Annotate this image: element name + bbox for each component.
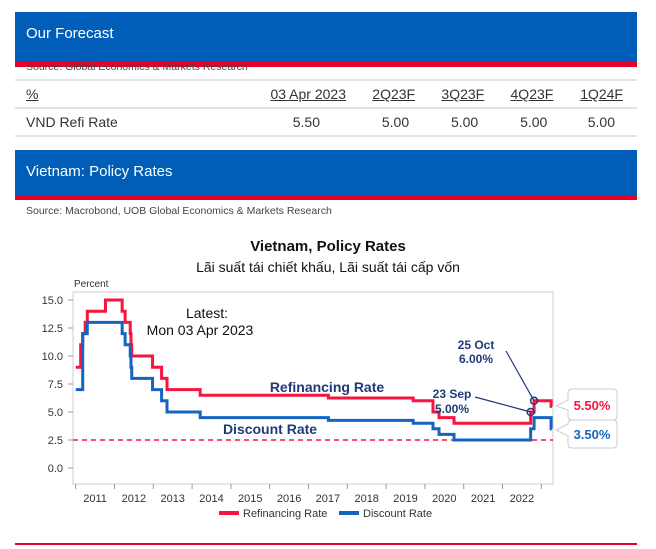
cell-value: 5.00 xyxy=(496,108,566,137)
annotation-oct-date: 25 Oct xyxy=(458,338,495,352)
col-header: 03 Apr 2023 xyxy=(270,86,346,102)
policy-source: Source: Macrobond, UOB Global Economics … xyxy=(26,205,332,217)
forecast-source: Source: Global Economics & Markets Resea… xyxy=(26,61,248,73)
x-tick-label: 2017 xyxy=(316,493,340,505)
annotation-leader xyxy=(474,396,531,413)
x-tick-label: 2019 xyxy=(393,493,417,505)
forecast-header: Our Forecast xyxy=(15,12,637,67)
chart-subtitle: Lãi suất tái chiết khấu, Lãi suất tái cấ… xyxy=(196,259,460,275)
y-tick-label: 2.5 xyxy=(48,435,63,447)
discount-inline-label: Discount Rate xyxy=(223,421,317,437)
policy-title: Vietnam: Policy Rates xyxy=(26,163,173,180)
col-header: 2Q23F xyxy=(372,86,416,102)
x-tick-label: 2014 xyxy=(199,493,223,505)
x-tick-label: 2015 xyxy=(238,493,262,505)
annotation-sep-value: 5.00% xyxy=(435,402,469,416)
latest-date: Mon 03 Apr 2023 xyxy=(147,322,254,338)
chart-title: Vietnam, Policy Rates xyxy=(250,238,406,255)
x-tick-label: 2011 xyxy=(83,493,107,505)
y-tick-label: 7.5 xyxy=(48,379,63,391)
plot-frame xyxy=(72,291,554,485)
x-tick-label: 2022 xyxy=(510,493,534,505)
table-header-row: % 03 Apr 2023 2Q23F 3Q23F 4Q23F 1Q24F xyxy=(15,79,637,109)
refi-end-label: 5.50% xyxy=(574,398,611,413)
policy-header: Vietnam: Policy Rates xyxy=(15,150,637,200)
refinancing-rate-line xyxy=(75,298,553,425)
forecast-table: % 03 Apr 2023 2Q23F 3Q23F 4Q23F 1Q24F VN… xyxy=(15,79,637,137)
cell-value: 5.00 xyxy=(565,108,637,137)
cell-value: 5.00 xyxy=(427,108,497,137)
annotation-marker xyxy=(529,396,539,406)
annotation-oct-value: 6.00% xyxy=(459,352,493,366)
x-tick-label: 2012 xyxy=(122,493,146,505)
annotation-sep-date: 23 Sep xyxy=(433,387,472,401)
refi-end-callout xyxy=(554,388,618,421)
latest-label: Latest: xyxy=(186,305,228,321)
legend-refi: Refinancing Rate xyxy=(243,508,327,520)
legend-discount: Discount Rate xyxy=(363,508,432,520)
refi-inline-label: Refinancing Rate xyxy=(270,379,385,395)
forecast-title: Our Forecast xyxy=(26,25,114,42)
x-tick-label: 2020 xyxy=(432,493,456,505)
x-tick-label: 2021 xyxy=(471,493,495,505)
y-tick-label: 0.0 xyxy=(48,463,63,475)
discount-rate-line xyxy=(75,320,553,442)
x-tick-label: 2013 xyxy=(160,493,184,505)
y-tick-label: 5.0 xyxy=(48,407,63,419)
annotation-marker xyxy=(526,407,535,417)
y-axis-label: Percent xyxy=(74,279,109,290)
bottom-divider xyxy=(15,543,637,545)
table-row: VND Refi Rate 5.50 5.00 5.00 5.00 5.00 xyxy=(15,108,637,137)
annotation-leader xyxy=(505,350,535,402)
x-tick-label: 2016 xyxy=(277,493,301,505)
row-label: VND Refi Rate xyxy=(15,108,226,137)
y-tick-label: 12.5 xyxy=(42,323,63,335)
x-tick-label: 2018 xyxy=(354,493,378,505)
cell-value: 5.00 xyxy=(358,108,428,137)
discount-end-callout xyxy=(554,419,618,449)
y-tick-label: 10.0 xyxy=(42,351,63,363)
col-header: 3Q23F xyxy=(441,86,485,102)
col-header: 1Q24F xyxy=(580,86,623,102)
col-header: 4Q23F xyxy=(510,86,554,102)
discount-end-label: 3.50% xyxy=(574,427,611,442)
cell-value: 5.50 xyxy=(226,108,358,137)
col-header: % xyxy=(26,86,39,102)
y-tick-label: 15.0 xyxy=(42,295,63,307)
